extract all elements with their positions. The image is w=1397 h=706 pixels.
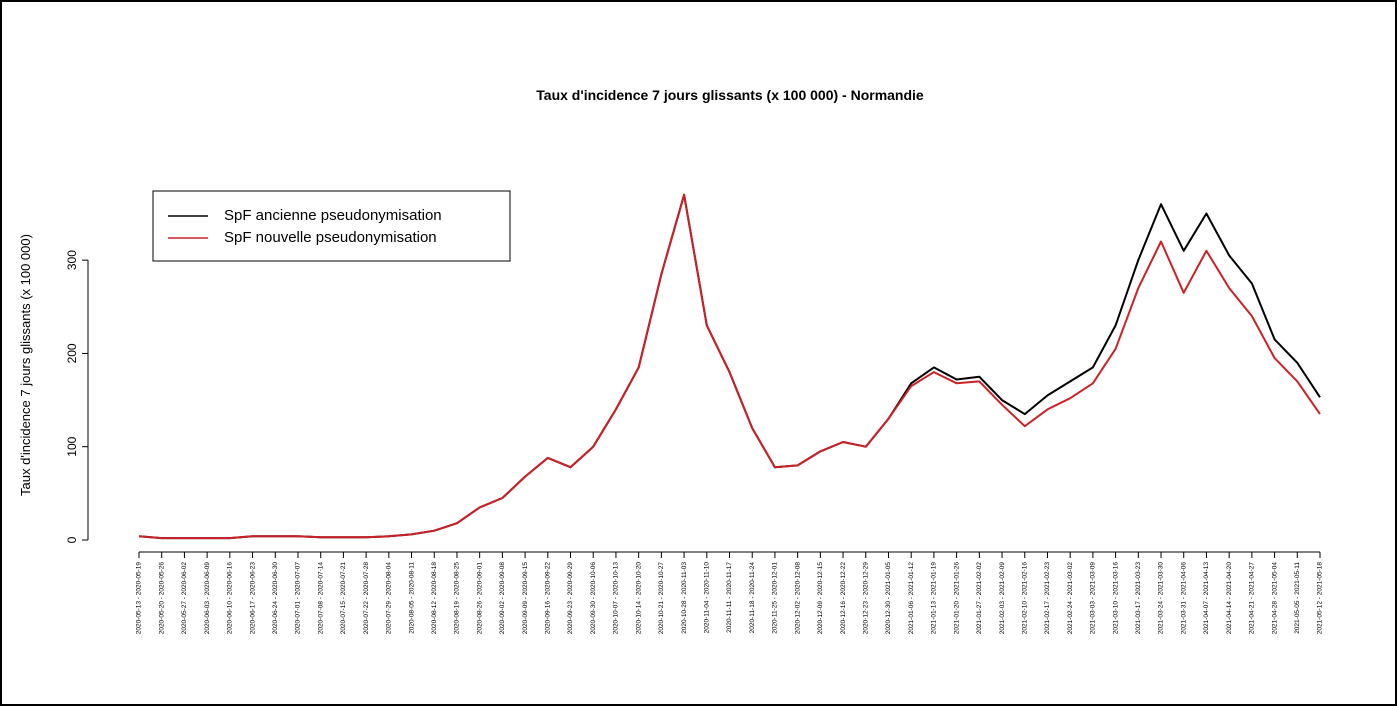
x-tick-label: 2021-02-03 - 2021-02-09	[999, 562, 1006, 635]
series-line	[138, 193, 1321, 540]
x-tick-label: 2021-01-13 - 2021-01-19	[931, 562, 938, 635]
x-tick-label: 2020-08-05 - 2020-08-11	[408, 562, 415, 634]
x-tick-label: 2020-10-14 - 2020-10-20	[635, 562, 642, 635]
x-tick-label: 2020-10-07 - 2020-10-13	[613, 562, 620, 635]
x-tick-label: 2021-01-20 - 2021-01-26	[953, 562, 960, 635]
x-tick-label: 2020-10-28 - 2020-11-03	[681, 562, 688, 634]
x-tick-label: 2020-12-16 - 2020-12-22	[840, 562, 847, 635]
x-tick-label: 2021-05-05 - 2021-05-11	[1294, 562, 1301, 634]
x-tick-label: 2021-05-12 - 2021-05-18	[1317, 562, 1324, 635]
x-tick-label: 2020-08-12 - 2020-08-18	[431, 562, 438, 635]
x-tick-label: 2020-12-23 - 2020-12-29	[862, 562, 869, 635]
x-tick-label: 2021-01-06 - 2021-01-12	[908, 562, 915, 635]
y-tick-label: 200	[65, 343, 79, 363]
x-tick-label: 2020-07-29 - 2020-08-04	[386, 562, 393, 635]
x-tick-label: 2020-05-20 - 2020-05-26	[158, 562, 165, 635]
x-tick-label: 2021-03-24 - 2021-03-30	[1158, 562, 1165, 635]
x-tick-label: 2020-11-18 - 2020-11-24	[749, 562, 756, 634]
x-tick-label: 2020-06-24 - 2020-06-30	[272, 562, 279, 635]
y-axis-label: Taux d'incidence 7 jours glissants (x 10…	[18, 234, 33, 496]
x-tick-label: 2020-11-25 - 2020-12-01	[772, 562, 779, 634]
x-tick-label: 2020-07-15 - 2020-07-21	[340, 562, 347, 635]
legend-label: SpF nouvelle pseudonymisation	[224, 229, 437, 246]
x-tick-label: 2020-11-04 - 2020-11-10	[704, 562, 711, 634]
x-tick-label: 2021-01-27 - 2021-02-02	[976, 562, 983, 635]
x-tick-label: 2020-07-08 - 2020-07-14	[317, 562, 324, 635]
x-tick-label: 2020-08-19 - 2020-08-25	[454, 562, 461, 635]
x-tick-label: 2021-02-24 - 2021-03-02	[1067, 562, 1074, 635]
chart-title: Taux d'incidence 7 jours glissants (x 10…	[536, 87, 924, 103]
x-tick-label: 2021-04-28 - 2021-05-04	[1271, 562, 1278, 635]
x-tick-label: 2020-07-01 - 2020-07-07	[295, 562, 302, 635]
x-tick-label: 2020-09-02 - 2020-09-08	[499, 562, 506, 635]
x-tick-label: 2020-12-02 - 2020-12-08	[794, 562, 801, 635]
x-tick-label: 2020-06-03 - 2020-06-09	[204, 562, 211, 635]
y-tick-label: 300	[65, 250, 79, 270]
x-tick-label: 2020-06-17 - 2020-06-23	[249, 562, 256, 635]
x-tick-label: 2021-03-03 - 2021-03-09	[1090, 562, 1097, 635]
x-tick-label: 2020-09-23 - 2020-09-29	[567, 562, 574, 635]
x-tick-label: 2020-06-10 - 2020-06-16	[227, 562, 234, 635]
x-tick-label: 2020-09-30 - 2020-10-06	[590, 562, 597, 635]
x-tick-label: 2021-04-21 - 2021-04-27	[1249, 562, 1256, 635]
y-tick-label: 100	[65, 436, 79, 456]
x-tick-label: 2020-05-13 - 2020-05-19	[136, 562, 143, 635]
x-tick-label: 2021-02-17 - 2021-02-23	[1044, 562, 1051, 635]
y-tick-label: 0	[65, 536, 79, 543]
x-tick-label: 2021-02-10 - 2021-02-16	[1021, 562, 1028, 635]
x-tick-label: 2020-07-22 - 2020-07-28	[363, 562, 370, 635]
x-tick-label: 2020-05-27 - 2020-06-02	[181, 562, 188, 635]
x-tick-label: 2020-08-26 - 2020-09-01	[476, 562, 483, 635]
x-tick-label: 2020-12-30 - 2021-01-05	[885, 562, 892, 635]
x-tick-label: 2021-04-07 - 2021-04-13	[1203, 562, 1210, 635]
x-tick-label: 2020-11-11 - 2020-11-17	[726, 562, 733, 633]
x-tick-label: 2021-03-10 - 2021-03-16	[1112, 562, 1119, 635]
legend-box	[152, 190, 511, 262]
x-tick-label: 2020-12-09 - 2020-12-15	[817, 562, 824, 635]
x-tick-label: 2020-09-16 - 2020-09-22	[545, 562, 552, 635]
x-tick-label: 2021-04-14 - 2021-04-20	[1226, 562, 1233, 635]
x-tick-label: 2020-10-21 - 2020-10-27	[658, 562, 665, 635]
x-tick-label: 2021-03-31 - 2021-04-06	[1180, 562, 1187, 635]
legend-label: SpF ancienne pseudonymisation	[224, 207, 442, 224]
x-tick-label: 2020-09-09 - 2020-09-15	[522, 562, 529, 635]
x-tick-label: 2021-03-17 - 2021-03-23	[1135, 562, 1142, 635]
